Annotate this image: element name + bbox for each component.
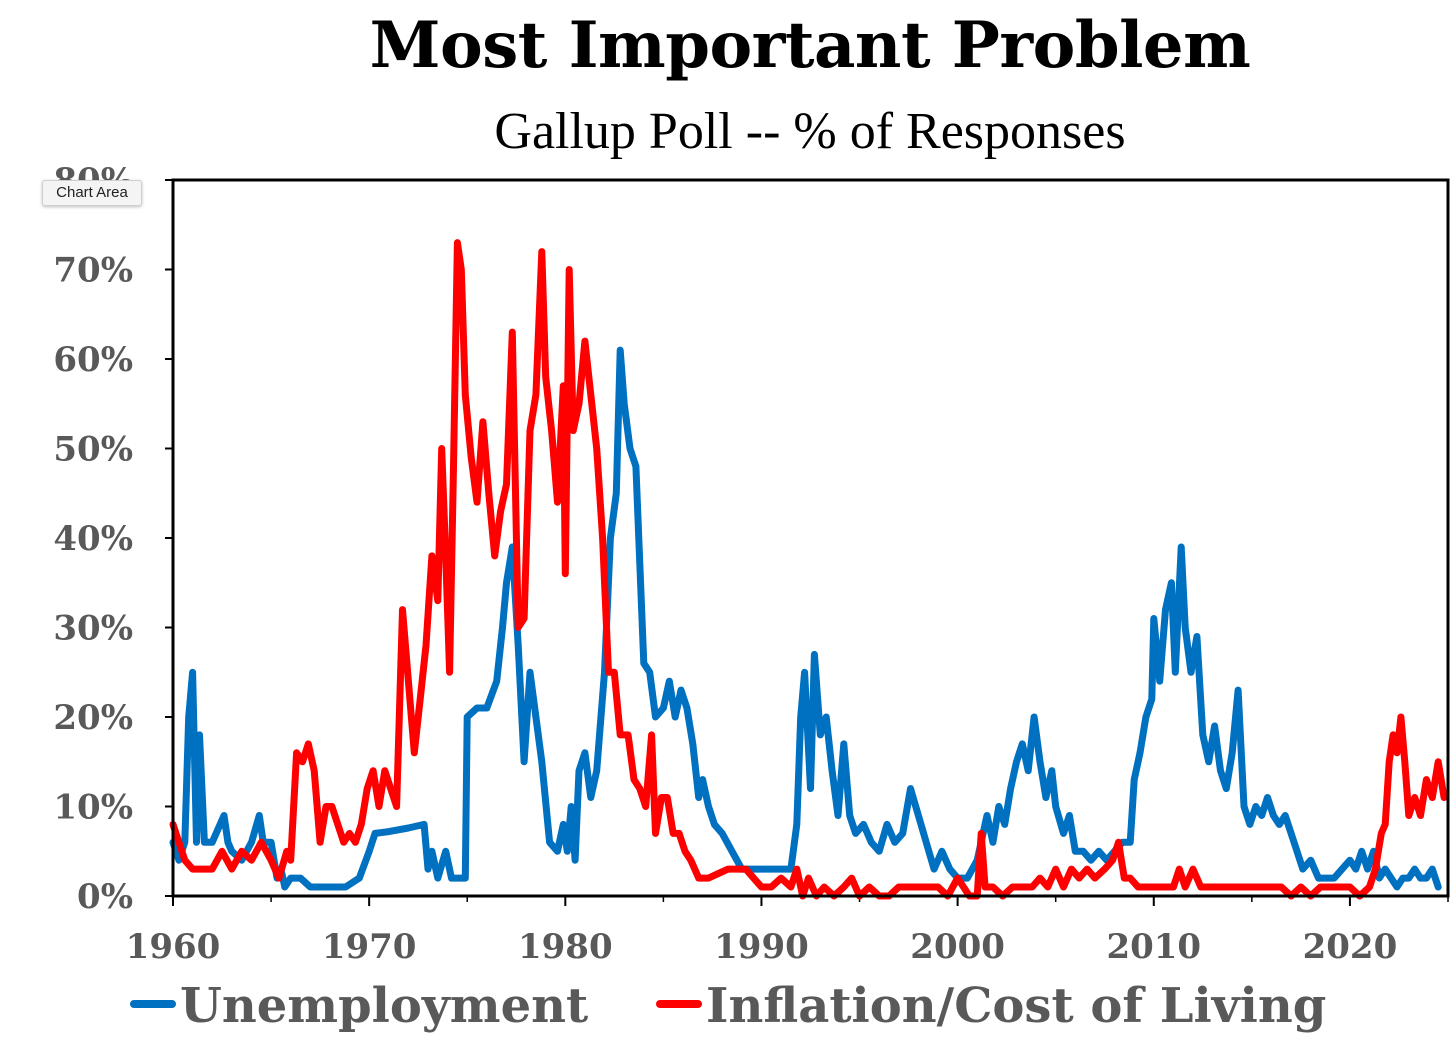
x-tick-label: 2000 bbox=[910, 927, 1005, 967]
series-lines bbox=[169, 239, 1448, 900]
series-line-inflation-cost-of-living bbox=[169, 239, 1448, 900]
legend-item-unemployment: Unemployment bbox=[130, 978, 588, 1034]
legend-label-inflation: Inflation/Cost of Living bbox=[706, 978, 1327, 1034]
x-axis-ticks: 1960 1970 1980 1990 2000 2010 2020 bbox=[126, 896, 1449, 967]
x-tick-label: 1980 bbox=[518, 927, 613, 967]
chart-title: Most Important Problem bbox=[369, 8, 1251, 83]
y-tick-label: 10% bbox=[53, 788, 133, 828]
chart-area-tooltip: Chart Area bbox=[42, 180, 142, 206]
x-tick-label: 1970 bbox=[322, 927, 417, 967]
series-line-unemployment bbox=[169, 346, 1442, 891]
legend-item-inflation: Inflation/Cost of Living bbox=[656, 978, 1326, 1034]
y-axis-ticks: 0%10%20%30%40%50%60%70%80% bbox=[53, 161, 173, 917]
chart-subtitle: Gallup Poll -- % of Responses bbox=[494, 103, 1126, 160]
plot-area-border bbox=[171, 178, 1450, 898]
legend-swatch-inflation bbox=[656, 999, 702, 1008]
y-tick-label: 0% bbox=[77, 877, 133, 917]
y-tick-label: 50% bbox=[53, 430, 133, 470]
x-tick-label: 2020 bbox=[1303, 927, 1398, 967]
y-tick-label: 60% bbox=[53, 340, 133, 380]
x-tick-label: 2010 bbox=[1106, 927, 1201, 967]
x-tick-label: 1960 bbox=[126, 927, 221, 967]
y-tick-label: 40% bbox=[53, 519, 133, 559]
legend-label-unemployment: Unemployment bbox=[180, 978, 589, 1034]
y-tick-label: 30% bbox=[53, 609, 133, 649]
legend-swatch-unemployment bbox=[130, 999, 176, 1008]
y-tick-label: 70% bbox=[53, 251, 133, 291]
y-tick-label: 20% bbox=[53, 698, 133, 738]
x-tick-label: 1990 bbox=[714, 927, 809, 967]
